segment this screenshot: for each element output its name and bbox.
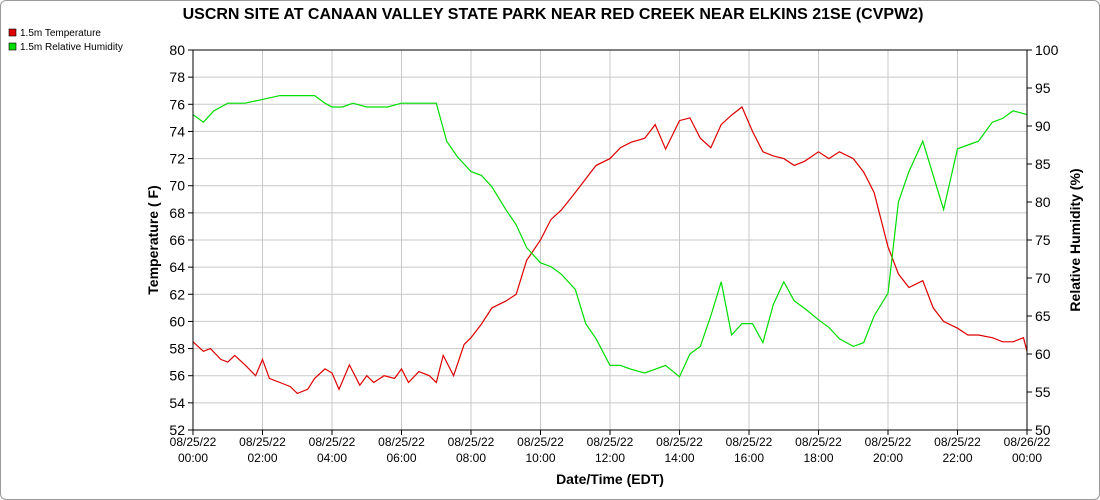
y-left-tick-label: 62	[169, 286, 185, 302]
x-tick-date: 08/25/22	[656, 435, 703, 449]
x-tick-time: 20:00	[873, 451, 903, 465]
y-axis-left-label: Temperature ( F)	[145, 185, 161, 294]
y-left-tick-label: 74	[169, 123, 185, 139]
x-tick-date: 08/25/22	[517, 435, 564, 449]
legend-label-humidity: 1.5m Relative Humidity	[20, 42, 123, 53]
y-axis-right-ticks: 50 55 60 65 70 75 80 85 90 95 100	[1027, 42, 1059, 438]
series-line-temperature	[192, 106, 1028, 395]
legend-swatch-humidity	[8, 42, 17, 51]
y-left-tick-label: 80	[169, 42, 185, 58]
y-right-tick-label: 60	[1035, 346, 1051, 362]
y-left-tick-label: 72	[169, 151, 185, 167]
y-left-tick-label: 54	[169, 395, 185, 411]
x-tick-date: 08/25/22	[448, 435, 495, 449]
x-tick-time: 06:00	[386, 451, 416, 465]
y-axis-left-ticks: 52 54 56 58 60 62 64 66 68 70 72 74 76 78 80	[169, 42, 193, 438]
y-left-tick-label: 52	[169, 422, 185, 438]
y-right-tick-label: 100	[1035, 42, 1059, 58]
x-axis-ticks: 08/25/22 00:00 08/25/22 02:00 08/25/22 04:00 0…	[170, 430, 1051, 465]
x-tick-date: 08/25/22	[378, 435, 425, 449]
x-tick-time: 12:00	[595, 451, 625, 465]
x-tick-time: 10:00	[525, 451, 555, 465]
y-left-tick-label: 68	[169, 205, 185, 221]
x-tick-time: 08:00	[456, 451, 486, 465]
legend-label-temperature: 1.5m Temperature	[20, 28, 101, 39]
y-right-tick-label: 90	[1035, 118, 1051, 134]
plot-border	[192, 49, 1028, 431]
y-left-tick-label: 70	[169, 178, 185, 194]
y-right-tick-label: 85	[1035, 156, 1051, 172]
x-tick-date: 08/25/22	[239, 435, 286, 449]
y-left-tick-label: 66	[169, 232, 185, 248]
chart-title: USCRN SITE AT CANAAN VALLEY STATE PARK N…	[183, 6, 924, 23]
x-tick-date: 08/25/22	[865, 435, 912, 449]
x-tick-time: 00:00	[1012, 451, 1042, 465]
y-left-tick-label: 78	[169, 69, 185, 85]
x-tick-date: 08/25/22	[795, 435, 842, 449]
x-axis-label: Date/Time (EDT)	[556, 471, 664, 487]
series-line-humidity	[192, 95, 1028, 378]
y-right-tick-label: 70	[1035, 270, 1051, 286]
x-tick-date: 08/25/22	[309, 435, 356, 449]
y-right-tick-label: 75	[1035, 232, 1051, 248]
y-right-tick-label: 65	[1035, 308, 1051, 324]
y-right-tick-label: 50	[1035, 422, 1051, 438]
y-right-tick-label: 80	[1035, 194, 1051, 210]
y-left-tick-label: 76	[169, 96, 185, 112]
x-tick-date: 08/25/22	[170, 435, 217, 449]
x-tick-date: 08/25/22	[726, 435, 773, 449]
x-tick-date: 08/25/22	[934, 435, 981, 449]
x-tick-time: 18:00	[803, 451, 833, 465]
x-tick-date: 08/26/22	[1004, 435, 1051, 449]
y-left-tick-label: 56	[169, 368, 185, 384]
x-tick-time: 14:00	[664, 451, 694, 465]
y-left-tick-label: 64	[169, 259, 185, 275]
y-left-tick-label: 58	[169, 341, 185, 357]
x-tick-time: 04:00	[317, 451, 347, 465]
legend: 1.5m Temperature 1.5m Relative Humidity	[8, 28, 123, 53]
grid	[192, 49, 1028, 431]
y-axis-right-label: Relative Humidity (%)	[1067, 168, 1083, 311]
x-tick-time: 16:00	[734, 451, 764, 465]
x-tick-time: 02:00	[247, 451, 277, 465]
y-right-tick-label: 95	[1035, 80, 1051, 96]
x-tick-time: 00:00	[178, 451, 208, 465]
legend-swatch-temperature	[8, 28, 17, 37]
x-tick-date: 08/25/22	[587, 435, 634, 449]
y-left-tick-label: 60	[169, 313, 185, 329]
x-tick-time: 22:00	[942, 451, 972, 465]
y-right-tick-label: 55	[1035, 384, 1051, 400]
